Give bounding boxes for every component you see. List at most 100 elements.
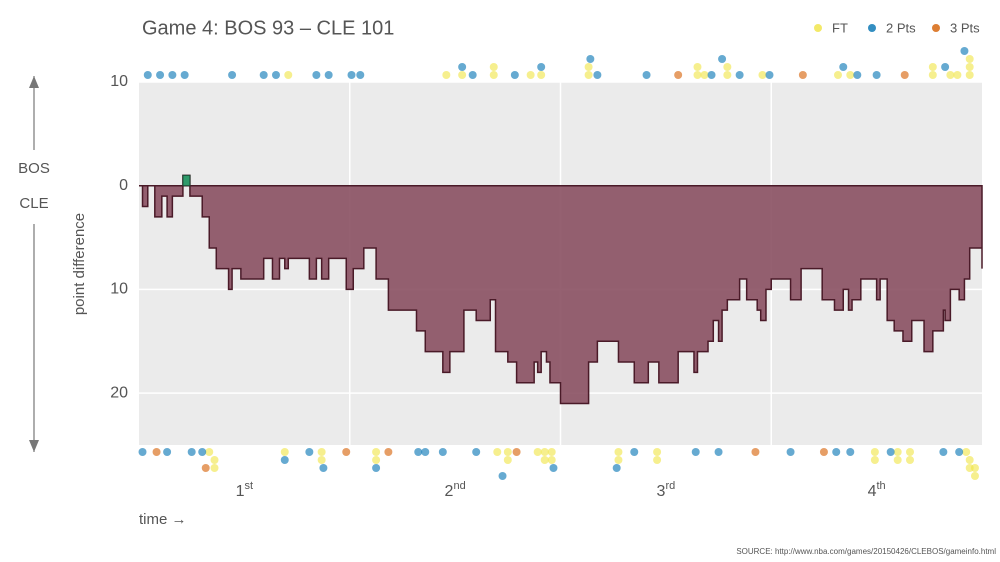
score-event: [870, 448, 879, 456]
score-event: [886, 448, 895, 456]
score-event: [905, 448, 914, 456]
score-event: [537, 71, 546, 79]
score-event: [970, 464, 979, 472]
y-axis-label: point difference: [71, 213, 88, 315]
score-event: [547, 448, 556, 456]
score-event: [498, 472, 507, 480]
score-event: [372, 464, 381, 472]
score-event: [284, 71, 293, 79]
score-event: [198, 448, 207, 456]
score-event: [798, 71, 807, 79]
score-event: [372, 456, 381, 464]
score-event: [324, 71, 333, 79]
score-event: [714, 448, 723, 456]
score-event: [693, 71, 702, 79]
quarter-suffix: th: [876, 480, 885, 492]
score-event: [384, 448, 393, 456]
legend-swatch: [932, 24, 940, 32]
score-event: [356, 71, 365, 79]
legend-swatch: [868, 24, 876, 32]
score-event: [210, 464, 219, 472]
score-event: [347, 71, 356, 79]
score-event: [953, 71, 962, 79]
score-event: [905, 456, 914, 464]
score-event: [586, 55, 595, 63]
score-event: [547, 456, 556, 464]
score-event: [965, 71, 974, 79]
score-event: [584, 63, 593, 71]
y-tick-label: 10: [110, 73, 128, 90]
score-event: [758, 71, 767, 79]
score-event: [965, 63, 974, 71]
cle-arrow-head: [29, 440, 39, 452]
bos-label: BOS: [18, 160, 50, 177]
score-event: [839, 63, 848, 71]
score-event: [965, 456, 974, 464]
score-event: [493, 448, 502, 456]
score-event: [962, 448, 971, 456]
score-event: [317, 448, 326, 456]
score-event: [786, 448, 795, 456]
score-event: [421, 448, 430, 456]
score-event: [305, 448, 314, 456]
score-event: [928, 71, 937, 79]
score-event: [317, 456, 326, 464]
score-event: [205, 448, 214, 456]
score-event: [735, 71, 744, 79]
score-event: [674, 71, 683, 79]
score-event: [846, 71, 855, 79]
quarter-suffix: rd: [665, 480, 675, 492]
score-event: [163, 448, 172, 456]
score-event: [168, 71, 177, 79]
score-event: [280, 448, 289, 456]
quarter-suffix: nd: [453, 480, 465, 492]
score-event: [853, 71, 862, 79]
cle-label: CLE: [19, 195, 48, 212]
score-event: [540, 448, 549, 456]
score-event: [143, 71, 152, 79]
score-event: [955, 448, 964, 456]
score-event: [691, 448, 700, 456]
source: SOURCE: http://www.nba.com/games/2015042…: [736, 547, 996, 556]
score-event: [700, 71, 709, 79]
score-area: [139, 174, 983, 405]
score-event: [533, 448, 542, 456]
score-event: [438, 448, 447, 456]
score-event: [765, 71, 774, 79]
quarter-number: 2: [445, 483, 454, 500]
score-event: [319, 464, 328, 472]
lead-segment: [182, 174, 191, 187]
quarter-suffix: st: [245, 480, 254, 492]
score-event: [893, 456, 902, 464]
score-event: [723, 63, 732, 71]
score-event: [653, 448, 662, 456]
score-event: [489, 71, 498, 79]
quarter-number: 4: [868, 483, 877, 500]
score-event: [833, 71, 842, 79]
score-event: [965, 55, 974, 63]
score-event: [187, 448, 196, 456]
score-event: [342, 448, 351, 456]
legend-label: 2 Pts: [886, 20, 916, 35]
score-event: [537, 63, 546, 71]
x-axis-label: time →: [139, 511, 187, 528]
score-event: [458, 63, 467, 71]
score-event: [946, 71, 955, 79]
score-event: [614, 456, 623, 464]
quarter-label: 2nd: [445, 480, 466, 500]
score-event: [259, 71, 268, 79]
score-event: [642, 71, 651, 79]
y-tick-label: 10: [110, 281, 128, 298]
score-event: [280, 456, 289, 464]
score-event: [138, 448, 147, 456]
score-event: [819, 448, 828, 456]
score-event: [458, 71, 467, 79]
score-event: [152, 448, 161, 456]
quarter-number: 1: [236, 483, 245, 500]
score-event: [526, 71, 535, 79]
quarter-label: 3rd: [657, 480, 676, 500]
quarter-label: 1st: [236, 480, 253, 500]
score-event: [503, 448, 512, 456]
score-event: [928, 63, 937, 71]
score-event: [941, 63, 950, 71]
